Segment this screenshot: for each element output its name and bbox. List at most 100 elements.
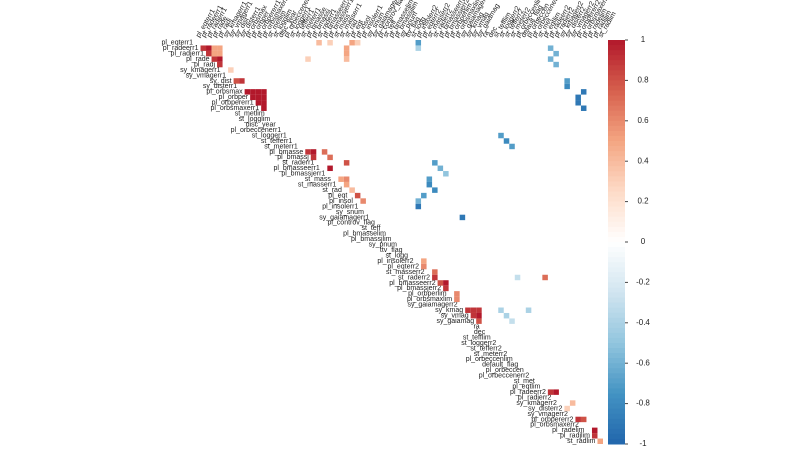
row-label: st_tefflim xyxy=(463,334,491,341)
row-label: pl_bmassjerr2 xyxy=(397,285,441,292)
colorbar-segment xyxy=(608,428,625,435)
row-label: ra xyxy=(473,323,479,330)
cell xyxy=(349,187,355,193)
row-label: pl_radjerr1 xyxy=(171,50,205,57)
colorbar-segment xyxy=(608,236,625,243)
row-label: pl_orbeccenerr1 xyxy=(231,127,282,134)
cell xyxy=(261,105,267,111)
row-label: pl_orbperlim xyxy=(408,291,447,298)
row-label: st_logglim xyxy=(239,116,271,123)
colorbar-segment xyxy=(608,181,625,187)
colorbar-tick-label: 0.2 xyxy=(637,197,649,206)
colorbar-segment xyxy=(608,262,625,268)
cell xyxy=(327,154,333,161)
row-label: sy_gaiamag xyxy=(436,318,474,325)
cell xyxy=(310,149,317,155)
colorbar-segment xyxy=(608,247,625,253)
cell xyxy=(343,176,350,182)
row-label: pl_radelim xyxy=(552,427,584,434)
row-label: st_raderr1 xyxy=(282,160,314,167)
cell xyxy=(443,285,449,292)
cell xyxy=(321,149,328,155)
colorbar-segment xyxy=(608,80,625,86)
cell xyxy=(503,138,510,144)
cell xyxy=(470,307,477,313)
cell xyxy=(349,40,355,46)
row-label: st_loggerr1 xyxy=(252,132,287,139)
row-label: st_meterr1 xyxy=(264,143,298,150)
cell xyxy=(305,149,311,155)
cell xyxy=(426,181,433,188)
row-label: sy_kmagerr1 xyxy=(180,67,221,74)
row-label: st_rad xyxy=(322,187,342,194)
row-label: st_meterr2 xyxy=(474,351,508,358)
cell xyxy=(547,56,554,62)
colorbar-segment xyxy=(608,226,625,233)
row-label: st_loggerr2 xyxy=(461,340,496,347)
cell xyxy=(261,100,267,106)
cell xyxy=(454,291,460,297)
row-label: pl_eqterr1 xyxy=(161,40,193,47)
colorbar-segment xyxy=(608,90,625,97)
colorbar-segment xyxy=(608,348,625,354)
row-label: st_teff xyxy=(362,225,381,232)
cell xyxy=(525,307,532,313)
row-label: pl_bmasse xyxy=(269,149,303,156)
cell xyxy=(211,56,218,62)
cell xyxy=(591,433,598,439)
row-label: sy_gaiamagerr1 xyxy=(319,214,369,221)
row-label: pl_bmassj xyxy=(277,154,309,161)
colorbar-tick-label: -1 xyxy=(639,439,647,448)
colorbar-segment xyxy=(608,65,625,71)
row-label: pl_orbpererr1 xyxy=(212,100,254,107)
cell xyxy=(261,89,267,95)
cell xyxy=(217,45,223,51)
colorbar-segment xyxy=(608,398,625,405)
row-label: pl_bmassjerr1 xyxy=(281,171,325,178)
colorbar-segment xyxy=(608,433,625,440)
row-label: pl_radeerr2 xyxy=(510,389,546,396)
colorbar-segment xyxy=(608,363,625,369)
colorbar-segment xyxy=(608,216,625,223)
cell xyxy=(239,78,245,84)
colorbar-tick-label: -0.2 xyxy=(636,278,650,287)
row-label: pl_orbeccenlim xyxy=(466,356,513,363)
cell xyxy=(343,45,350,51)
colorbar-tick-label: -0.4 xyxy=(636,318,650,327)
cell xyxy=(421,192,427,199)
cell xyxy=(206,45,212,51)
colorbar-segment xyxy=(608,221,625,228)
row-label: pl_eqtlim xyxy=(512,384,540,391)
cell xyxy=(415,45,422,51)
row-label: st_raderr2 xyxy=(398,274,430,281)
cell xyxy=(432,269,438,275)
colorbar-segment xyxy=(608,201,625,208)
cell xyxy=(597,438,603,444)
cell xyxy=(569,400,576,406)
row-label: st_tefferr2 xyxy=(470,345,501,352)
colorbar-segment xyxy=(608,120,625,127)
colorbar-segment xyxy=(608,317,625,324)
colorbar-segment xyxy=(608,231,625,238)
colorbar: -1 -0.8 -0.6 -0.4 -0.2 0 0.2 0.4 0.6 0.8 1 xyxy=(608,35,650,448)
row-label: sy_kmagerr2 xyxy=(516,400,557,407)
colorbar-segment xyxy=(608,368,625,374)
colorbar-segment xyxy=(608,343,625,349)
colorbar-segment xyxy=(608,146,625,152)
cell xyxy=(454,296,460,303)
cell xyxy=(360,198,366,204)
row-label: pl_eqt xyxy=(328,192,347,199)
cell xyxy=(327,165,333,172)
cell xyxy=(354,40,361,46)
colorbar-tick-label: 0.4 xyxy=(637,156,649,165)
row-label: st_tefferr1 xyxy=(261,138,292,145)
row-label: pl_bmasselim xyxy=(343,231,386,238)
colorbar-tick-label: -0.8 xyxy=(636,399,650,408)
colorbar-tick-label: -0.6 xyxy=(636,358,650,367)
row-label: pl_bmassjlim xyxy=(351,236,392,243)
cell xyxy=(244,89,251,95)
cell xyxy=(211,50,218,57)
cell xyxy=(310,154,317,161)
cell xyxy=(354,192,361,199)
